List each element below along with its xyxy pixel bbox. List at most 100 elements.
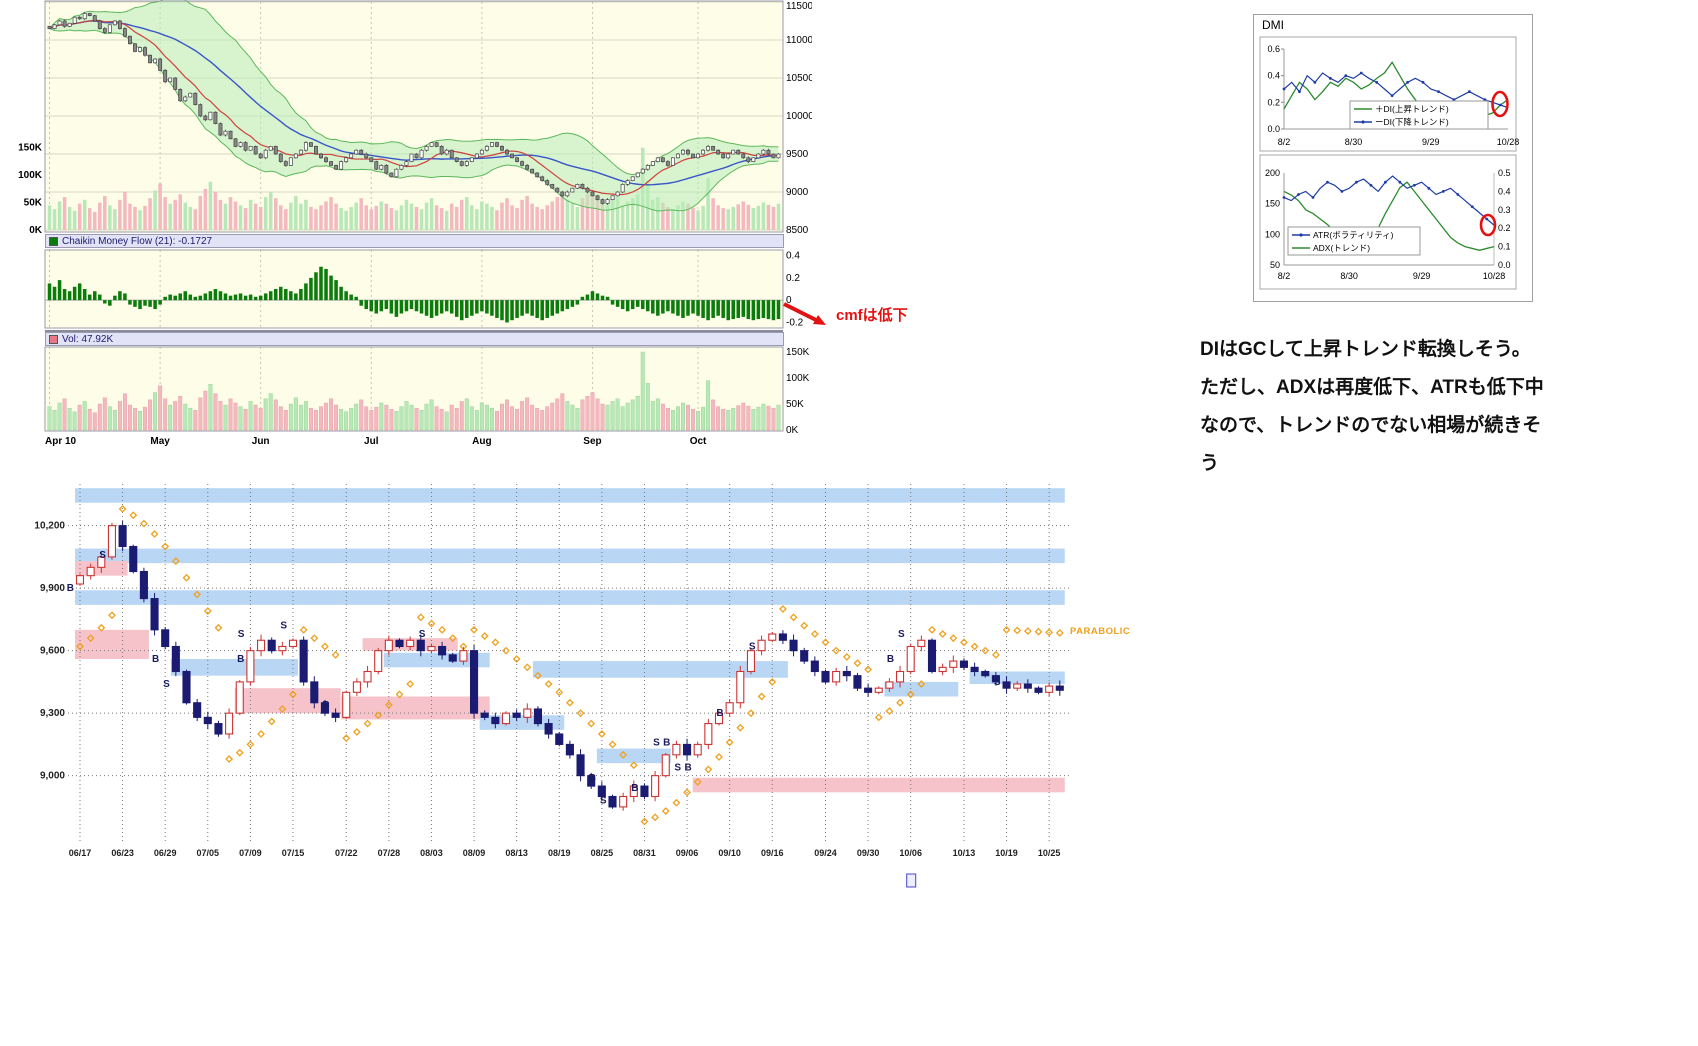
svg-text:S: S bbox=[674, 762, 681, 773]
svg-text:0.4: 0.4 bbox=[786, 251, 800, 262]
cmf-panel-header: Chaikin Money Flow (21): -0.1727 bbox=[45, 234, 784, 248]
svg-text:8/2: 8/2 bbox=[1278, 271, 1291, 281]
svg-text:B: B bbox=[716, 708, 723, 719]
svg-text:0.0: 0.0 bbox=[1267, 124, 1280, 134]
svg-text:08/25: 08/25 bbox=[591, 848, 614, 858]
svg-text:S: S bbox=[749, 642, 756, 653]
svg-text:08/19: 08/19 bbox=[548, 848, 571, 858]
arrow-down-right-icon bbox=[783, 302, 826, 325]
svg-text:S: S bbox=[163, 679, 170, 690]
svg-text:8/30: 8/30 bbox=[1340, 271, 1358, 281]
svg-text:9,000: 9,000 bbox=[40, 771, 65, 782]
svg-text:50K: 50K bbox=[24, 198, 43, 209]
svg-text:200: 200 bbox=[1265, 168, 1280, 178]
svg-text:ーDI(下降トレンド): ーDI(下降トレンド) bbox=[1375, 117, 1449, 127]
svg-text:09/10: 09/10 bbox=[718, 848, 741, 858]
svg-text:0.4: 0.4 bbox=[1498, 186, 1511, 196]
svg-text:100: 100 bbox=[1265, 229, 1280, 239]
svg-text:S: S bbox=[600, 796, 607, 807]
svg-text:0.6: 0.6 bbox=[1267, 44, 1280, 54]
svg-text:10/13: 10/13 bbox=[953, 848, 976, 858]
svg-text:50: 50 bbox=[1270, 260, 1280, 270]
svg-text:09/30: 09/30 bbox=[857, 848, 880, 858]
svg-text:＋DI(上昇トレンド): ＋DI(上昇トレンド) bbox=[1375, 104, 1449, 114]
svg-text:S: S bbox=[238, 629, 245, 640]
svg-text:0.1: 0.1 bbox=[1498, 242, 1511, 252]
svg-text:100K: 100K bbox=[786, 373, 810, 384]
svg-text:0.2: 0.2 bbox=[1267, 97, 1280, 107]
svg-text:06/23: 06/23 bbox=[111, 848, 134, 858]
svg-text:9500: 9500 bbox=[786, 149, 809, 160]
svg-text:07/09: 07/09 bbox=[239, 848, 262, 858]
svg-text:10,200: 10,200 bbox=[34, 521, 65, 532]
svg-text:0.2: 0.2 bbox=[786, 273, 800, 284]
svg-text:B: B bbox=[152, 654, 159, 665]
main-chart-canvas: 11500 11000 10500 10000 9500 9000 8500 150K 100K… bbox=[18, 0, 814, 447]
svg-text:10/06: 10/06 bbox=[899, 848, 922, 858]
svg-text:S: S bbox=[280, 621, 287, 632]
svg-text:08/31: 08/31 bbox=[633, 848, 656, 858]
svg-text:9/29: 9/29 bbox=[1413, 271, 1431, 281]
svg-text:0: 0 bbox=[786, 295, 792, 306]
svg-text:ATR(ボラティリティ): ATR(ボラティリティ) bbox=[1313, 230, 1394, 240]
svg-text:S: S bbox=[419, 629, 426, 640]
svg-text:150K: 150K bbox=[18, 143, 43, 154]
vol-legend-swatch bbox=[49, 334, 58, 344]
svg-text:0.4: 0.4 bbox=[1267, 71, 1280, 81]
svg-text:8/30: 8/30 bbox=[1345, 137, 1363, 147]
svg-text:07/15: 07/15 bbox=[282, 848, 305, 858]
svg-text:B: B bbox=[237, 654, 244, 665]
svg-text:09/16: 09/16 bbox=[761, 848, 784, 858]
svg-text:06/17: 06/17 bbox=[69, 848, 92, 858]
svg-text:B: B bbox=[684, 762, 691, 773]
svg-text:8/2: 8/2 bbox=[1278, 137, 1291, 147]
cmf-annotation-text: cmfは低下 bbox=[836, 307, 908, 324]
svg-text:150: 150 bbox=[1265, 199, 1280, 209]
svg-text:0.3: 0.3 bbox=[1498, 205, 1511, 215]
dmi-title: DMI bbox=[1262, 18, 1284, 32]
svg-text:09/06: 09/06 bbox=[676, 848, 699, 858]
cmf-panel-label: Chaikin Money Flow (21): -0.1727 bbox=[62, 235, 213, 247]
analysis-note: DIはGCして上昇トレンド転換しそう。 ただし、ADXは再度低下、ATRも低下中… bbox=[1200, 339, 1544, 474]
svg-text:09/24: 09/24 bbox=[814, 848, 837, 858]
svg-text:0K: 0K bbox=[29, 225, 43, 236]
svg-text:10000: 10000 bbox=[786, 111, 812, 122]
svg-text:08/03: 08/03 bbox=[420, 848, 443, 858]
svg-text:Jun: Jun bbox=[252, 436, 270, 447]
svg-text:9,300: 9,300 bbox=[40, 708, 65, 719]
svg-text:B: B bbox=[589, 773, 596, 784]
svg-text:10/28: 10/28 bbox=[1497, 137, 1520, 147]
svg-text:08/09: 08/09 bbox=[463, 848, 486, 858]
svg-text:ADX(トレンド): ADX(トレンド) bbox=[1313, 243, 1370, 253]
svg-text:Jul: Jul bbox=[364, 436, 379, 447]
svg-text:S: S bbox=[99, 550, 106, 561]
svg-text:10/28: 10/28 bbox=[1483, 271, 1506, 281]
svg-text:S: S bbox=[994, 677, 1001, 688]
svg-text:8500: 8500 bbox=[786, 225, 809, 236]
daily-chart-canvas: 10,200 9,900 9,600 9,300 9,000 06/17 06/23 06/2… bbox=[34, 484, 1072, 888]
dmi-charts-canvas: 0.6 0.4 0.2 0.0 8/2 8/30 9/29 10/28 ＋DI(上昇トレンド) ー… bbox=[1259, 36, 1520, 290]
svg-text:11500: 11500 bbox=[786, 1, 812, 12]
svg-text:Aug: Aug bbox=[472, 436, 491, 447]
svg-text:150K: 150K bbox=[786, 347, 810, 358]
parabolic-label: PARABOLIC bbox=[1070, 626, 1131, 637]
svg-text:9,600: 9,600 bbox=[40, 646, 65, 657]
svg-text:07/05: 07/05 bbox=[197, 848, 220, 858]
svg-text:50K: 50K bbox=[786, 399, 804, 410]
svg-text:B: B bbox=[322, 700, 329, 711]
svg-text:0.0: 0.0 bbox=[1498, 260, 1511, 270]
svg-text:9000: 9000 bbox=[786, 187, 809, 198]
svg-text:Oct: Oct bbox=[690, 436, 707, 447]
svg-text:B: B bbox=[631, 783, 638, 794]
svg-text:9,900: 9,900 bbox=[40, 583, 65, 594]
svg-text:07/28: 07/28 bbox=[378, 848, 401, 858]
svg-text:May: May bbox=[150, 436, 170, 447]
svg-text:S: S bbox=[898, 629, 905, 640]
main-price-chart: 11500 11000 10500 10000 9500 9000 8500 150K 100K… bbox=[0, 0, 814, 450]
svg-text:11000: 11000 bbox=[786, 35, 812, 46]
svg-text:0K: 0K bbox=[786, 425, 799, 436]
svg-text:S: S bbox=[653, 737, 660, 748]
svg-text:B: B bbox=[663, 737, 670, 748]
svg-text:9/29: 9/29 bbox=[1422, 137, 1440, 147]
svg-text:08/13: 08/13 bbox=[505, 848, 528, 858]
